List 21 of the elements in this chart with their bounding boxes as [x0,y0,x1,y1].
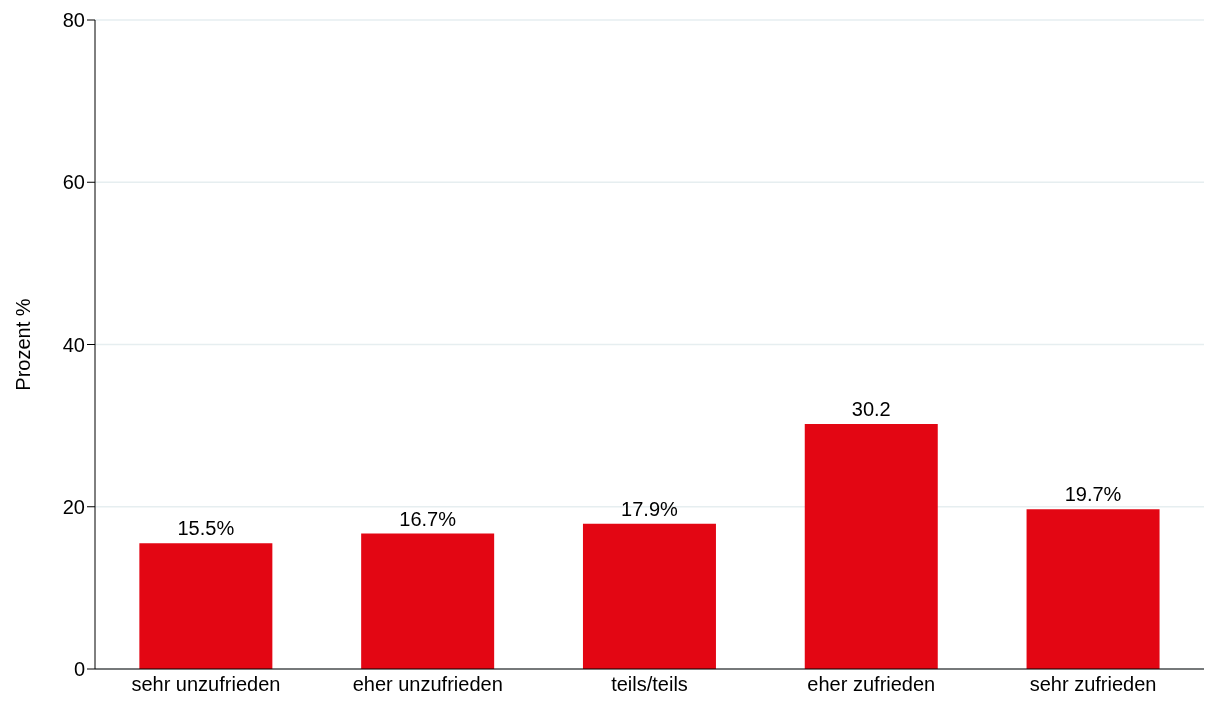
bar [139,543,273,669]
y-axis-title: Prozent % [12,298,35,391]
data-label: 17.9% [621,497,679,520]
data-label: 19.7% [1064,483,1122,506]
x-tick-label: sehr zufrieden [1029,673,1157,696]
y-tick-label: 40 [62,333,85,356]
data-label: 16.7% [399,507,457,530]
x-tick-label: sehr unzufrieden [131,673,281,696]
y-tick-label: 20 [62,495,85,518]
bar [361,533,495,669]
x-tick-label: eher zufrieden [807,673,936,696]
y-tick-label: 80 [62,9,85,32]
x-tick-label: teils/teils [611,673,688,696]
data-label: 30.2 [851,398,891,420]
bar [1026,509,1160,669]
data-label: 15.5% [177,517,235,540]
y-tick-label: 60 [62,171,85,194]
bar [582,523,716,669]
y-tick-label: 0 [73,658,85,681]
x-tick-label: eher unzufrieden [352,673,503,696]
bar [804,424,938,669]
